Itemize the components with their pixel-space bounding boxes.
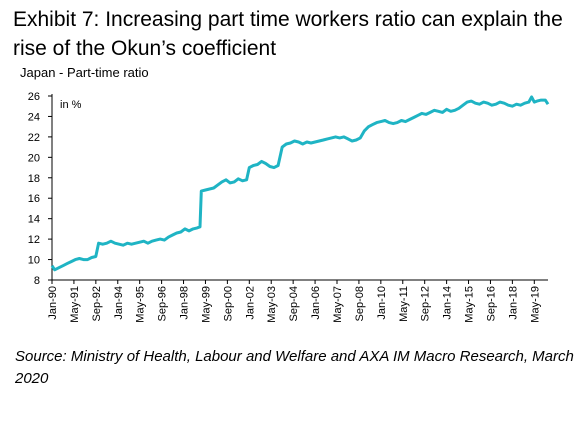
x-tick-label: May-19 — [529, 286, 541, 323]
x-tick-label: May-03 — [266, 286, 278, 323]
x-tick-label: Jan-94 — [113, 286, 125, 320]
series-group — [50, 95, 550, 272]
y-tick-label: 8 — [34, 275, 40, 287]
x-tick-label: Sep-92 — [91, 286, 103, 321]
x-tick-label: May-15 — [464, 286, 476, 323]
x-tick-label: May-99 — [200, 286, 212, 323]
x-tick-label: Jan-10 — [376, 286, 388, 320]
y-tick-label: 26 — [28, 91, 40, 103]
y-tick-label: 24 — [28, 111, 40, 123]
x-tick-label: May-91 — [69, 286, 81, 323]
chart-title: Japan - Part-time ratio — [20, 65, 149, 80]
series-line-0 — [50, 95, 550, 272]
x-axis-ticks: Jan-90 May-91 Sep-92 Jan-94 May-95 Sep-96 Jan-… — [47, 280, 541, 323]
y-axis-ticks: 8 10 12 14 16 18 20 22 24 26 — [28, 91, 52, 287]
exhibit-title: Exhibit 7: Increasing part time workers … — [13, 8, 563, 60]
x-tick-label: May-95 — [135, 286, 147, 323]
x-tick-label: May-11 — [398, 286, 410, 322]
chart-axes — [51, 94, 548, 281]
unit-label: in % — [60, 99, 82, 111]
x-tick-label: Jan-90 — [47, 286, 59, 320]
y-tick-label: 12 — [28, 234, 40, 246]
y-tick-label: 16 — [28, 193, 40, 205]
source-note: Source: Ministry of Health, Labour and W… — [15, 348, 574, 387]
x-tick-label: Sep-16 — [485, 286, 497, 321]
y-tick-label: 20 — [28, 152, 40, 164]
x-tick-label: Sep-96 — [157, 286, 169, 321]
x-tick-label: Jan-98 — [179, 286, 191, 320]
x-tick-label: Sep-08 — [354, 286, 366, 321]
y-tick-label: 14 — [28, 214, 40, 226]
x-tick-label: Sep-12 — [420, 286, 432, 321]
x-tick-label: May-07 — [332, 286, 344, 323]
y-tick-label: 22 — [28, 132, 40, 144]
x-tick-label: Jan-02 — [244, 286, 256, 320]
x-tick-label: Jan-06 — [310, 286, 322, 320]
x-tick-label: Sep-00 — [222, 286, 234, 321]
x-tick-label: Jan-18 — [507, 286, 519, 320]
x-tick-label: Sep-04 — [288, 286, 300, 321]
y-tick-label: 18 — [28, 173, 40, 185]
x-tick-label: Jan-14 — [442, 286, 454, 320]
y-tick-label: 10 — [28, 255, 40, 267]
